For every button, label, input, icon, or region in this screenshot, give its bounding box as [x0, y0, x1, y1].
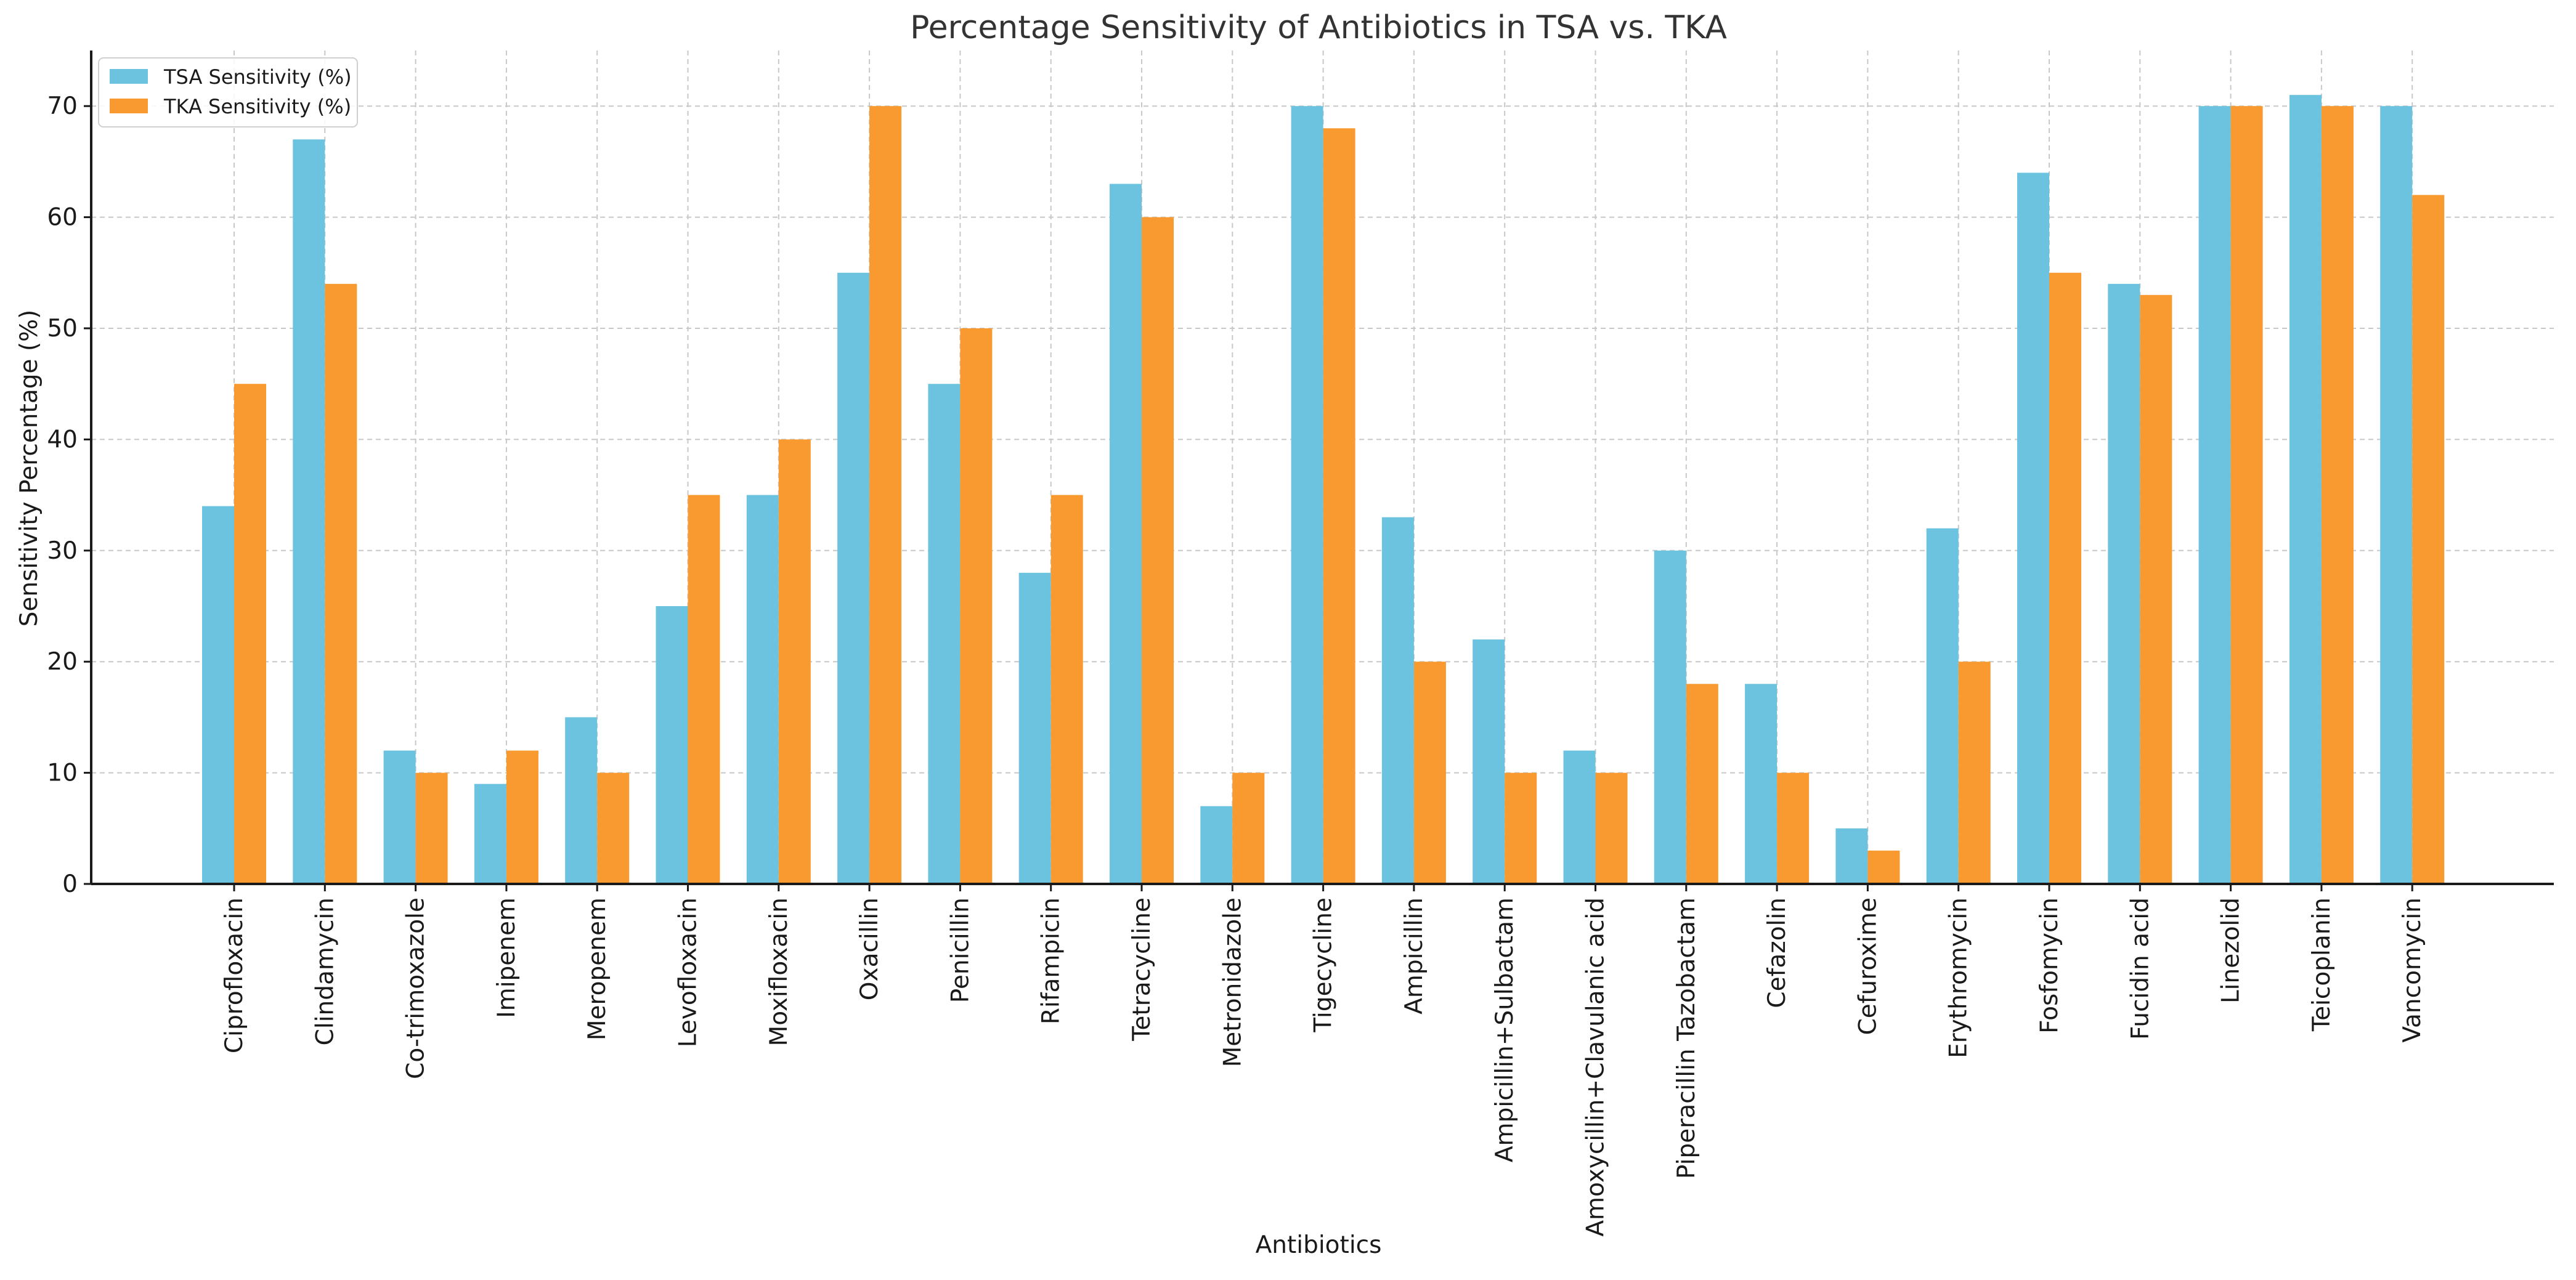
y-tick-label: 60 [47, 204, 78, 232]
y-tick-label: 10 [47, 759, 78, 787]
y-tick-label: 70 [47, 92, 78, 120]
y-tick-label: 0 [62, 870, 78, 898]
x-tick-label: Ampicillin [1400, 897, 1428, 1015]
x-tick-label: Meropenem [583, 897, 611, 1040]
x-axis-label: Antibiotics [1256, 1231, 1382, 1259]
bar-tka [1323, 128, 1355, 884]
bar-tsa [565, 717, 598, 884]
bar-tsa [1654, 550, 1686, 884]
bar-tka [688, 495, 720, 884]
bar-tsa [2198, 106, 2231, 885]
legend-label-tka: TKA Sensitivity (%) [163, 95, 351, 118]
legend-label-tsa: TSA Sensitivity (%) [163, 65, 352, 89]
x-tick-label: Cefuroxime [1854, 897, 1882, 1035]
x-tick-label: Moxifloxacin [765, 897, 793, 1046]
x-tick-label: Teicoplanin [2308, 897, 2336, 1032]
x-tick-label: Amoxycillin+Clavulanic acid [1582, 897, 1610, 1237]
x-tick-label: Vancomycin [2399, 897, 2426, 1043]
bar-tsa [383, 750, 416, 884]
x-tick-label: Ciprofloxacin [221, 897, 248, 1053]
bar-tsa [1745, 684, 1778, 884]
bar-tsa [1110, 184, 1142, 885]
bar-tka [2230, 106, 2263, 885]
bar-tsa [202, 506, 234, 884]
bar-tka [1867, 850, 1900, 884]
bar-tsa [656, 606, 688, 884]
x-tick-label: Penicillin [946, 897, 974, 1003]
bar-tka [869, 106, 902, 885]
ticks: 0 10 20 30 40 50 60 70 Ciprofloxacin Clindamycin C… [47, 92, 2426, 1236]
bar-tka [960, 328, 993, 884]
x-tick-label: Oxacillin [856, 897, 884, 1000]
bar-tsa [1381, 517, 1414, 884]
x-tick-label: Co-trimoxazole [402, 897, 430, 1079]
x-tick-label: Rifampicin [1038, 897, 1065, 1024]
bar-tka [506, 750, 538, 884]
bar-tka [234, 384, 266, 884]
x-tick-label: Piperacillin Tazobactam [1673, 897, 1700, 1179]
bar-tsa [293, 139, 325, 884]
y-tick-label: 50 [47, 315, 78, 342]
bar-tsa [746, 495, 779, 884]
bar-tsa [1926, 528, 1959, 884]
bar-tka [1050, 495, 1083, 884]
bar-tka [325, 283, 357, 885]
x-tick-label: Fucidin acid [2126, 897, 2154, 1040]
x-tick-label: Imipenem [493, 897, 521, 1018]
bar-tsa [1200, 806, 1233, 884]
bar-tka [1595, 772, 1628, 884]
bar-tsa [1018, 572, 1051, 884]
bar-tsa [928, 384, 961, 884]
bar-tsa [2289, 95, 2322, 884]
bar-tka [2140, 294, 2172, 884]
x-tick-label: Levofloxacin [675, 897, 702, 1047]
bar-tka [415, 772, 448, 884]
bar-tka [2049, 272, 2081, 884]
chart-title: Percentage Sensitivity of Antibiotics in… [910, 9, 1727, 46]
bar-tsa [1835, 828, 1868, 884]
bar-tsa [2017, 172, 2049, 885]
bar-tka [1232, 772, 1265, 884]
bar-tka [2412, 195, 2445, 884]
bars [202, 95, 2445, 885]
y-axis-label: Sensitivity Percentage (%) [15, 310, 43, 627]
bar-tka [1686, 684, 1718, 884]
bar-tsa [837, 272, 870, 884]
x-tick-label: Cefazolin [1763, 897, 1791, 1008]
x-tick-label: Erythromycin [1945, 897, 1973, 1058]
bar-tka [1505, 772, 1537, 884]
bar-tsa [474, 784, 506, 884]
x-tick-label: Tigecycline [1310, 897, 1338, 1033]
bar-tka [1777, 772, 1810, 884]
y-tick-label: 20 [47, 648, 78, 676]
bar-tsa [1563, 750, 1596, 884]
bar-tka [1413, 662, 1446, 884]
bar-tka [778, 439, 811, 884]
x-tick-label: Ampicillin+Sulbactam [1491, 897, 1519, 1162]
y-tick-label: 30 [47, 537, 78, 565]
bar-tka [597, 772, 630, 884]
x-tick-label: Fosfomycin [2036, 897, 2063, 1034]
legend-swatch-tka [110, 99, 148, 113]
y-tick-label: 40 [47, 426, 78, 453]
bar-tka [2321, 106, 2354, 885]
bar-tsa [1291, 106, 1323, 885]
x-tick-label: Linezolid [2217, 897, 2245, 1003]
bar-tsa [1473, 639, 1505, 884]
bar-tsa [2380, 106, 2413, 885]
legend: TSA Sensitivity (%) TKA Sensitivity (%) [98, 57, 358, 128]
legend-swatch-tsa [110, 69, 148, 84]
legend-frame [98, 57, 358, 128]
x-tick-label: Metronidazole [1219, 897, 1246, 1067]
bar-tka [1958, 662, 1991, 884]
x-tick-label: Clindamycin [311, 897, 339, 1045]
bar-tsa [2108, 283, 2140, 885]
x-tick-label: Tetracycline [1128, 897, 1156, 1042]
bar-tka [1142, 217, 1174, 885]
